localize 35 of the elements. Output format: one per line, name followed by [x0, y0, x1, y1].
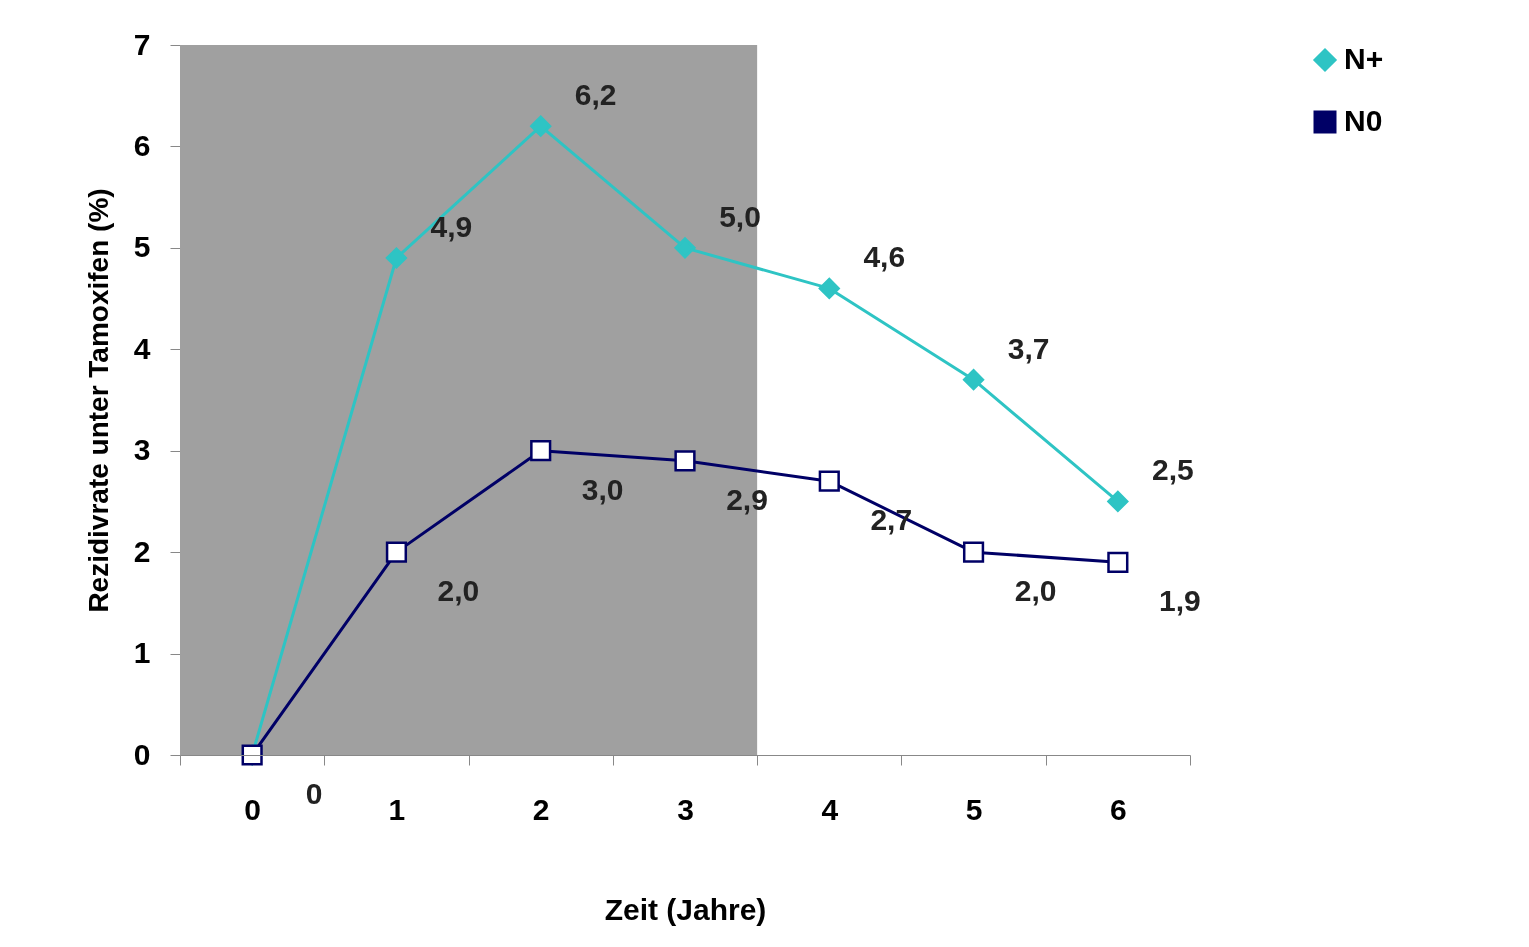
y-tick-label: 1	[133, 636, 151, 670]
y-tick-label: 2	[133, 534, 151, 568]
data-label: 2,0	[437, 574, 480, 608]
x-tick-label: 2	[532, 792, 550, 826]
x-axis-title: Zeit (Jahre)	[604, 892, 767, 926]
x-tick-label: 6	[1110, 792, 1127, 826]
legend-label: N+	[1344, 42, 1384, 75]
x-tick-label: 1	[388, 792, 406, 826]
data-label: 3,0	[581, 472, 624, 506]
point	[674, 237, 696, 259]
data-label: 3,7	[1007, 331, 1050, 365]
data-label: 2,0	[1014, 574, 1057, 608]
point	[818, 277, 840, 300]
y-tick-label: 4	[133, 331, 151, 365]
data-label: 4,9	[430, 210, 473, 243]
x-tick-label: 0	[244, 792, 261, 826]
data-label: 1,9	[1159, 584, 1201, 618]
x-tick-label: 4	[821, 792, 839, 826]
data-label: 2,5	[1152, 453, 1194, 487]
data-label: 2,7	[870, 503, 913, 537]
y-tick-label: 0	[133, 737, 151, 771]
y-tick-label: 7	[133, 27, 151, 61]
y-tick-label: 3	[133, 433, 151, 467]
point	[385, 247, 408, 269]
y-tick-label: 6	[133, 128, 151, 162]
x-tick-label: 3	[677, 792, 694, 826]
data-label: 4,6	[863, 240, 906, 274]
x-tick-label: 5	[965, 792, 983, 826]
point	[530, 115, 552, 137]
legend-label: N0	[1344, 104, 1383, 137]
y-tick-label: 5	[133, 230, 151, 264]
point	[1107, 490, 1129, 513]
point	[962, 369, 985, 391]
y-axis-title: Rezidivrate unter Tamoxifen (%)	[82, 188, 114, 613]
data-label: 6,2	[574, 78, 617, 112]
